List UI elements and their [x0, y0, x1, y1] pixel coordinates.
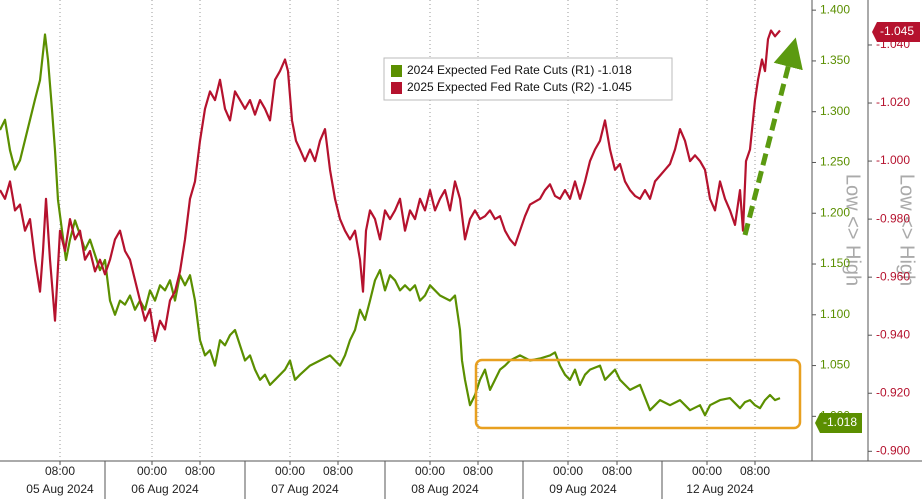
x-tick-label: 00:00 — [275, 464, 305, 478]
legend-swatch — [391, 82, 402, 94]
y-tick-label: 1.050 — [820, 358, 850, 372]
trend-arrow — [742, 37, 803, 236]
legend: 2024 Expected Fed Rate Cuts (R1) -1.018 2… — [383, 57, 673, 101]
y-tick-label: 1.250 — [820, 155, 850, 169]
x-tick-label: 08:00 — [602, 464, 632, 478]
legend-label: 2025 Expected Fed Rate Cuts (R2) -1.045 — [407, 80, 632, 94]
y2-tick-label: -0.960 — [876, 269, 910, 283]
y-tick-label: 1.350 — [820, 53, 850, 67]
highlight-box — [474, 358, 802, 430]
x-tick-label: 00:00 — [553, 464, 583, 478]
last-value-badge — [815, 413, 862, 433]
y-tick-label: 1.400 — [820, 2, 850, 16]
last-value-label: -1.045 — [880, 24, 914, 38]
y2-tick-label: -0.980 — [876, 211, 910, 225]
y-axis-label: Low <> High — [842, 174, 864, 286]
x-day-label: 06 Aug 2024 — [131, 482, 199, 496]
x-tick-label: 08:00 — [323, 464, 353, 478]
y-tick-label: 1.150 — [820, 256, 850, 270]
x-tick-label: 08:00 — [740, 464, 770, 478]
series-line — [0, 29, 781, 343]
y2-tick-label: -1.020 — [876, 95, 910, 109]
legend-box — [383, 57, 673, 101]
x-tick-label: 08:00 — [463, 464, 493, 478]
x-tick-label: 08:00 — [45, 464, 75, 478]
x-tick-label: 00:00 — [415, 464, 445, 478]
series-line — [0, 33, 781, 417]
x-tick-label: 00:00 — [692, 464, 722, 478]
y-tick-label: 1.100 — [820, 307, 850, 321]
x-tick-label: 00:00 — [137, 464, 167, 478]
day-separators — [104, 461, 663, 499]
legend-label: 2024 Expected Fed Rate Cuts (R1) -1.018 — [407, 63, 632, 77]
y2-tick-label: -0.940 — [876, 327, 910, 341]
x-day-label: 08 Aug 2024 — [411, 482, 479, 496]
y-tick-label: 1.200 — [820, 205, 850, 219]
y2-axis-label: Low <> High — [896, 174, 918, 286]
x-day-label: 05 Aug 2024 — [26, 482, 94, 496]
x-day-label: 12 Aug 2024 — [686, 482, 754, 496]
x-day-label: 07 Aug 2024 — [271, 482, 339, 496]
lines — [0, 29, 781, 417]
last-value-label: -1.018 — [823, 415, 857, 429]
y2-tick-label: -1.000 — [876, 153, 910, 167]
y2-tick-label: -0.900 — [876, 443, 910, 457]
x-tick-label: 08:00 — [185, 464, 215, 478]
y2-tick-label: -0.920 — [876, 385, 910, 399]
legend-swatch — [391, 65, 402, 77]
y-tick-label: 1.300 — [820, 104, 850, 118]
x-axis-band — [0, 460, 922, 499]
x-day-label: 09 Aug 2024 — [549, 482, 617, 496]
last-value-badge — [872, 22, 920, 42]
axes: 08:00 00:00 08:00 00:00 08:00 00:00 08:00 00:00… — [26, 2, 920, 496]
